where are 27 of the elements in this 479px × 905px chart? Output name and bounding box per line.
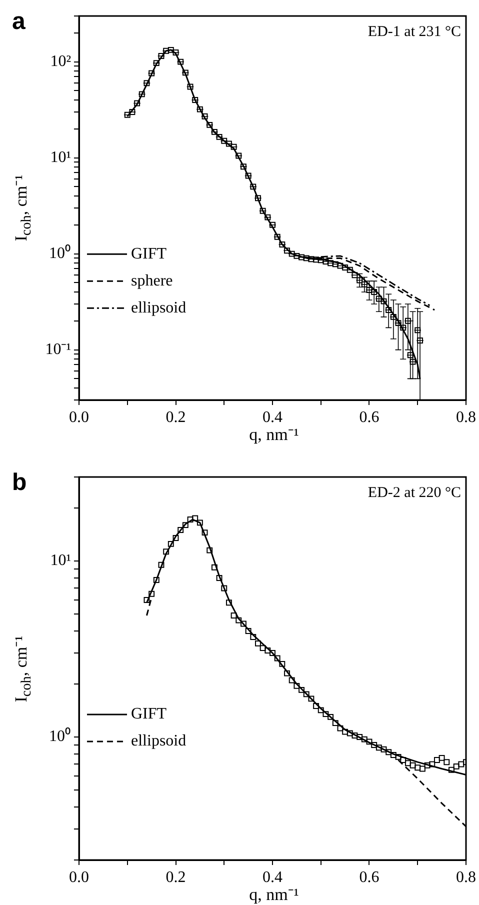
y-tick-label: 10⁻¹ [45,341,72,358]
y-tick-label: 10¹ [50,149,72,166]
x-axis-title: q, nm⁻¹ [249,425,299,444]
y-tick-label: 10¹ [50,552,72,570]
legend-label: ellipsoid [131,299,186,316]
y-tick-label: 10⁰ [49,727,71,746]
x-tick-label: 0.6 [359,868,380,886]
legend-label: sphere [131,272,173,290]
annotation: ED-2 at 220 °C [368,485,461,502]
legend-label: ellipsoid [131,732,186,750]
x-tick-label: 0.2 [166,408,186,426]
x-tick-label: 0.4 [262,408,282,426]
x-tick-label: 0.6 [359,408,380,426]
legend-label: GIFT [131,245,167,262]
annotation: ED-1 at 231 °C [368,24,461,41]
y-tick-label: 10² [50,53,72,70]
x-axis-title: q, nm⁻¹ [249,885,299,904]
y-tick-label: 10⁰ [49,244,71,262]
x-tick-label: 0.8 [456,868,476,886]
x-tick-label: 0.0 [69,408,89,426]
x-tick-label: 0.8 [456,408,476,426]
chart-title: b [12,469,27,497]
x-tick-label: 0.0 [69,868,89,886]
legend-label: GIFT [131,706,167,723]
chart-title: a [12,8,26,36]
x-tick-label: 0.2 [166,868,186,886]
x-tick-label: 0.4 [262,868,282,886]
